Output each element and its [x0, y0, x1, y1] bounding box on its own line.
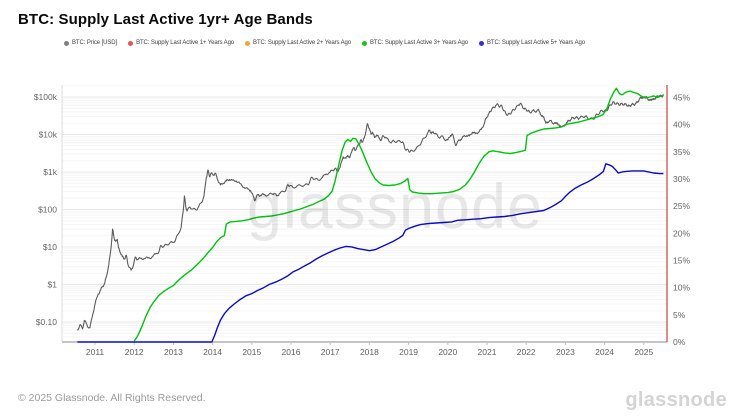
page-title: BTC: Supply Last Active 1yr+ Age Bands — [18, 11, 313, 28]
x-axis-label: 2022 — [517, 347, 536, 357]
x-axis-label: 2024 — [595, 347, 614, 357]
legend-item-label: BTC: Price [USD] — [72, 40, 118, 46]
y-right-axis-label: 30% — [673, 174, 690, 184]
y-left-axis-label: $1k — [43, 167, 57, 177]
y-right-axis-label: 45% — [673, 93, 690, 103]
y-left-axis-label: $10 — [43, 242, 57, 252]
price-line — [77, 94, 664, 331]
x-axis-label: 2012 — [125, 347, 144, 357]
y-left-axis-label: $100 — [38, 205, 57, 215]
y-left-axis-label: $1 — [48, 280, 58, 290]
y-right-axis-label: 15% — [673, 256, 690, 266]
legend-dot-icon — [478, 40, 484, 46]
supply-5y-line — [77, 163, 664, 343]
supply-3y-line — [133, 87, 664, 342]
legend-item-label: BTC: Supply Last Active 5+ Years Ago — [486, 40, 585, 46]
y-left-axis-label: $0.10 — [36, 317, 58, 327]
y-right-axis-label: 0% — [673, 337, 686, 347]
y-right-axis-label: 25% — [673, 201, 690, 211]
legend-item-label: BTC: Supply Last Active 2+ Years Ago — [253, 40, 352, 46]
y-left-axis-label: $10k — [39, 130, 58, 140]
x-axis-label: 2016 — [282, 347, 301, 357]
y-right-axis-label: 20% — [673, 228, 690, 238]
legend-dot-icon — [245, 40, 251, 46]
legend-dot-icon — [64, 40, 69, 46]
x-axis-label: 2019 — [399, 347, 418, 357]
y-right-axis-label: 40% — [673, 120, 690, 130]
x-axis-label: 2025 — [634, 347, 653, 357]
x-axis-label: 2011 — [86, 347, 105, 357]
legend-item-supply-3y[interactable]: BTC: Supply Last Active 3+ Years Ago — [362, 40, 468, 46]
legend-item-supply-5y[interactable]: BTC: Supply Last Active 5+ Years Ago — [478, 40, 585, 46]
legend-item-price[interactable]: BTC: Price [USD] — [64, 40, 117, 46]
y-right-axis-label: 5% — [673, 310, 686, 320]
legend-dot-icon — [362, 40, 368, 46]
x-axis-label: 2017 — [321, 347, 340, 357]
legend-item-supply-2y[interactable]: BTC: Supply Last Active 2+ Years Ago — [245, 40, 351, 46]
legend-item-label: BTC: Supply Last Active 1+ Years Ago — [136, 40, 235, 46]
y-right-axis-label: 35% — [673, 147, 690, 157]
x-axis-label: 2018 — [360, 347, 379, 357]
x-axis-label: 2013 — [164, 347, 183, 357]
x-axis-label: 2015 — [242, 347, 261, 357]
legend: BTC: Price [USD] BTC: Supply Last Active… — [64, 40, 585, 46]
glassnode-logo: glassnode — [625, 389, 727, 411]
x-axis-label: 2021 — [478, 347, 497, 357]
x-axis-label: 2020 — [438, 347, 457, 357]
y-right-axis-label: 10% — [673, 283, 690, 293]
legend-item-supply-1y[interactable]: BTC: Supply Last Active 1+ Years Ago — [128, 40, 234, 46]
legend-dot-icon — [128, 40, 134, 46]
y-left-axis-label: $100k — [34, 92, 58, 102]
legend-item-label: BTC: Supply Last Active 3+ Years Ago — [370, 40, 468, 46]
x-axis-label: 2023 — [556, 347, 575, 357]
x-axis-label: 2014 — [203, 347, 222, 357]
footer-copyright: © 2025 Glassnode. All Rights Reserved. — [18, 392, 206, 404]
